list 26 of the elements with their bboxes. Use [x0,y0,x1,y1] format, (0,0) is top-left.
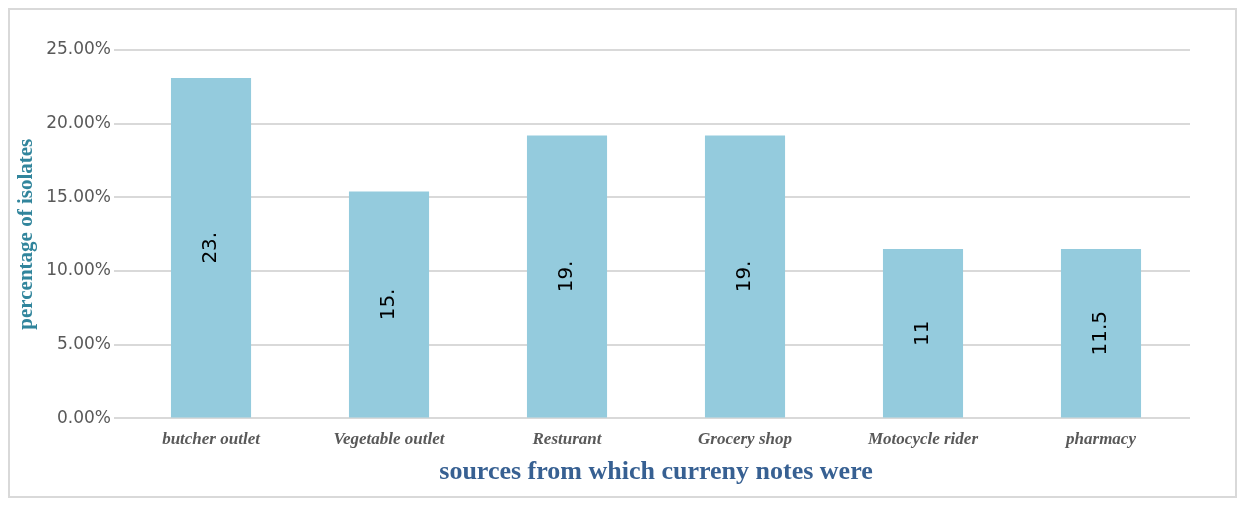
x-tick-label: pharmacy [1064,428,1137,448]
bar [526,135,608,418]
x-tick-label: Grocery shop [698,428,792,448]
bar [348,191,430,418]
data-label: 11 [909,320,934,346]
x-tick-label: Vegetable outlet [333,428,446,448]
data-label: 19. [553,260,578,293]
y-tick-label: 0.00% [57,406,112,427]
bar [882,248,964,418]
y-tick-label: 25.00% [46,38,112,59]
bar [704,135,786,418]
y-tick-label: 15.00% [46,185,112,206]
y-tick-label: 10.00% [46,259,112,280]
y-tick-label: 5.00% [57,333,112,354]
bar [170,78,252,418]
data-label: 23. [197,231,222,264]
bar [1060,248,1142,418]
data-label: 19. [731,260,756,293]
x-tick-label: butcher outlet [162,428,262,448]
x-axis-title: sources from which curreny notes were [439,456,873,486]
x-tick-label: Motocycle rider [867,428,979,448]
y-tick-label: 20.00% [46,112,112,133]
data-label: 15. [375,288,400,321]
x-tick-label: Resturant [531,428,603,448]
y-axis-title: percentage of isolates [13,138,38,330]
data-label: 11.5 [1087,310,1112,356]
